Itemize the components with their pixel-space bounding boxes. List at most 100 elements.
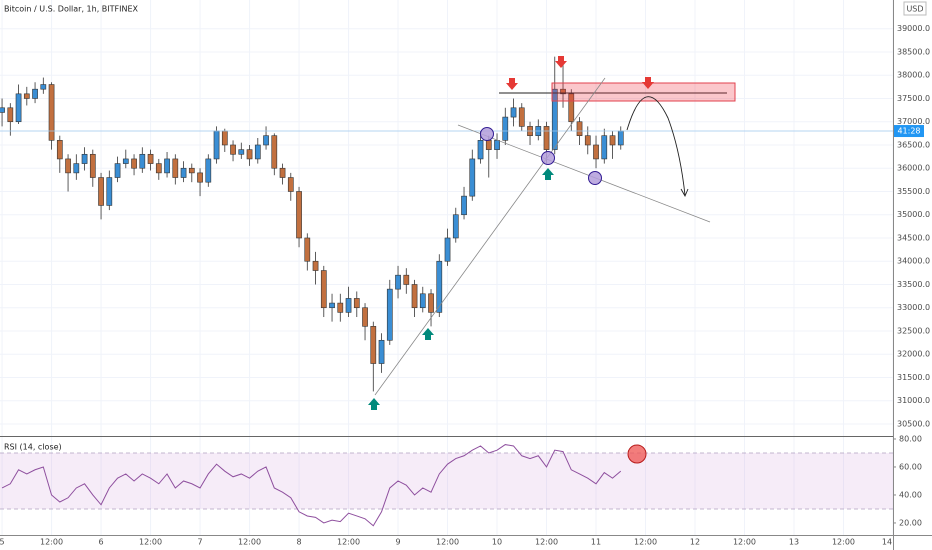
candle-body (370, 326, 377, 364)
candle-body (155, 163, 162, 174)
arrow-up (368, 398, 380, 410)
rsi-band (0, 452, 893, 510)
candle-body (254, 144, 261, 160)
candle-body (172, 158, 179, 178)
y-tick-label: 33500.0 (897, 280, 930, 289)
arrow-up (542, 168, 554, 180)
candle-body (568, 93, 575, 123)
candle-body (15, 93, 22, 123)
y-tick-label: 30500.0 (897, 419, 930, 428)
y-tick-label: 40.00 (899, 490, 922, 499)
candle-body (584, 135, 591, 146)
x-tick-label: 7 (198, 538, 203, 547)
x-tick-label: 12:00 (634, 538, 657, 547)
candle-body (188, 167, 195, 174)
candle-body (7, 107, 14, 123)
candle-body (386, 288, 393, 341)
x-tick-label: 12:00 (733, 538, 756, 547)
candle-body (320, 270, 327, 309)
candle-body (452, 214, 459, 239)
x-tick-label: 5 (0, 538, 5, 547)
currency-box (903, 1, 927, 16)
candle-body (609, 135, 616, 146)
candle-body (617, 130, 624, 146)
candle-body (221, 130, 228, 146)
candle-body (106, 177, 113, 206)
candle-body (485, 140, 492, 150)
rsi-title: RSI (14, close) (4, 443, 62, 452)
candle-body (271, 135, 278, 169)
candle-body (444, 237, 451, 262)
candle-body (180, 167, 187, 178)
candle-body (411, 284, 418, 309)
circle-marker (480, 127, 494, 141)
x-tick-label: 12:00 (40, 538, 63, 547)
currency: USD (906, 5, 923, 14)
candle-body (560, 88, 566, 95)
candle-body (56, 140, 63, 160)
y-tick-label: 60.00 (899, 462, 922, 471)
chart-title: Bitcoin / U.S. Dollar, 1h, BITFINEX (4, 5, 139, 14)
y-tick-label: 34500.0 (897, 233, 930, 242)
candle-body (362, 307, 368, 327)
y-tick-label: 39000.0 (897, 24, 930, 33)
candle-body (345, 298, 352, 313)
candle-body (353, 298, 360, 309)
candle-body (419, 293, 426, 309)
candle-body (543, 126, 550, 150)
grid (0, 0, 894, 535)
candle-body (197, 172, 203, 183)
last-price-tag (894, 125, 924, 138)
candle-body (518, 107, 525, 127)
x-tick-label: 12:00 (535, 538, 558, 547)
candle-body (32, 88, 38, 99)
candle-body (81, 153, 88, 164)
candle-body (296, 191, 302, 239)
candle-body (477, 140, 484, 160)
candle-body (304, 237, 311, 262)
y-tick-label: 36000.0 (897, 164, 930, 173)
x-tick-label: 14 (882, 538, 892, 547)
y-tick-label: 31000.0 (897, 396, 930, 405)
y-tick-label: 37000.0 (897, 117, 930, 126)
arrow-down (642, 77, 654, 89)
drawings (368, 56, 736, 464)
rsi-circle (627, 444, 647, 464)
marks (0, 56, 893, 527)
x-tick-label: 12:00 (139, 538, 162, 547)
candle-body (601, 135, 608, 160)
candle-body (230, 144, 236, 155)
projection-curve (626, 96, 686, 196)
axes: 30500.0 31000.0 31500.0 32000.0 32500.0 33000… (0, 24, 930, 546)
y-tick-label: 35500.0 (897, 187, 930, 196)
candle-body (213, 130, 220, 160)
candle-body (131, 158, 137, 169)
candle-body (89, 153, 96, 178)
candle-body (329, 302, 335, 309)
circle-marker (541, 151, 555, 165)
y-tick-label: 38000.0 (897, 71, 930, 80)
candle-body (238, 149, 245, 155)
y-tick-label: 36500.0 (897, 140, 930, 149)
candle-body (510, 107, 517, 118)
candle-body (164, 158, 170, 174)
countdown: 41:28 (897, 127, 920, 136)
x-tick-label: 12:00 (238, 538, 261, 547)
trend-line-up (374, 77, 606, 396)
candle-body (502, 116, 509, 141)
x-tick-label: 12:00 (436, 538, 459, 547)
x-tick-label: 12 (690, 538, 700, 547)
y-tick-label: 80.00 (899, 434, 922, 443)
candle-body (312, 260, 319, 271)
candle-body (551, 88, 558, 150)
candle-body (98, 177, 104, 206)
x-tick-label: 12:00 (832, 538, 855, 547)
candle-body (428, 293, 434, 313)
candle-body (279, 167, 286, 178)
x-tick-label: 12:00 (337, 538, 360, 547)
candle-body (287, 177, 294, 192)
candle-body (0, 107, 5, 113)
x-tick-label: 6 (99, 538, 104, 547)
y-tick-label: 38500.0 (897, 47, 930, 56)
